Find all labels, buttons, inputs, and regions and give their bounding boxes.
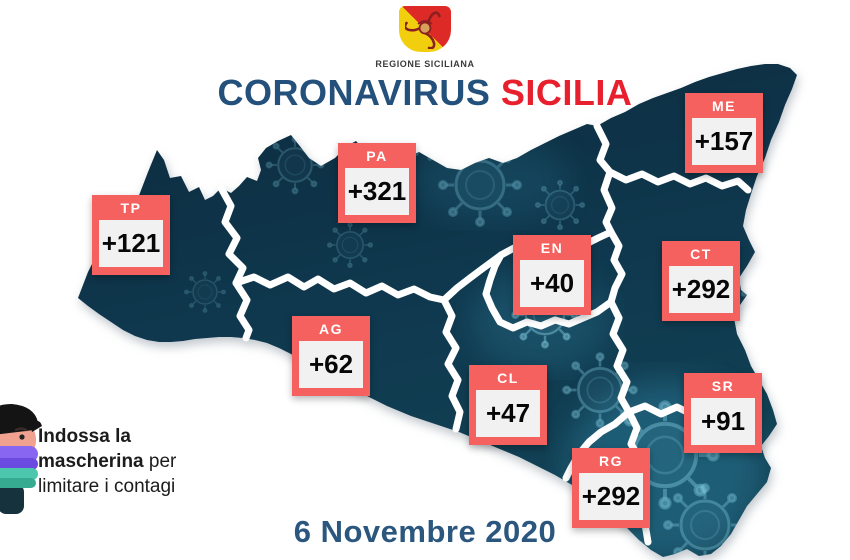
pin-caltanissetta: CL +47 (469, 365, 547, 445)
pin-palermo: PA +321 (338, 143, 416, 223)
province-value: +47 (476, 390, 540, 437)
province-code: ME (712, 98, 736, 114)
province-code: SR (711, 378, 735, 394)
trinacria-icon (405, 11, 441, 49)
pin-messina: ME +157 (685, 93, 763, 173)
logo-caption: REGIONE SICILIANA (375, 59, 475, 69)
province-code: PA (366, 148, 388, 164)
province-value: +121 (99, 220, 163, 267)
province-value: +62 (299, 341, 363, 388)
sicily-crest-icon (399, 6, 451, 52)
pin-siracusa: SR +91 (684, 373, 762, 453)
province-value: +40 (520, 260, 584, 307)
title-coronavirus: CORONAVIRUS (217, 72, 491, 113)
pin-enna: EN +40 (513, 235, 591, 315)
province-value: +91 (691, 398, 755, 445)
advice-line1: Indossa la (38, 426, 131, 447)
province-code: CT (690, 246, 712, 262)
advice-line3: limitare i contagi (38, 476, 176, 497)
pin-catania: CT +292 (662, 241, 740, 321)
title-sicilia: SICILIA (500, 72, 633, 113)
province-code: AG (319, 321, 343, 337)
advice-line2-regular: per (143, 451, 177, 472)
advice-text: Indossa la mascherina per limitare i con… (38, 424, 176, 499)
province-code: TP (120, 200, 142, 216)
region-logo: REGIONE SICILIANA (0, 6, 850, 69)
report-date: 6 Novembre 2020 (293, 514, 557, 549)
province-value: +157 (692, 118, 756, 165)
pin-ragusa: RG +292 (572, 448, 650, 528)
province-code: RG (599, 453, 623, 469)
pin-trapani: TP +121 (92, 195, 170, 275)
page-title: CORONAVIRUS SICILIA (0, 72, 850, 114)
province-code: CL (497, 370, 519, 386)
province-value: +292 (579, 473, 643, 520)
masked-person-icon (0, 404, 42, 514)
province-value: +321 (345, 168, 409, 215)
pin-agrigento: AG +62 (292, 316, 370, 396)
advice-line2-bold: mascherina (38, 451, 144, 472)
province-value: +292 (669, 266, 733, 313)
province-code: EN (540, 240, 564, 256)
